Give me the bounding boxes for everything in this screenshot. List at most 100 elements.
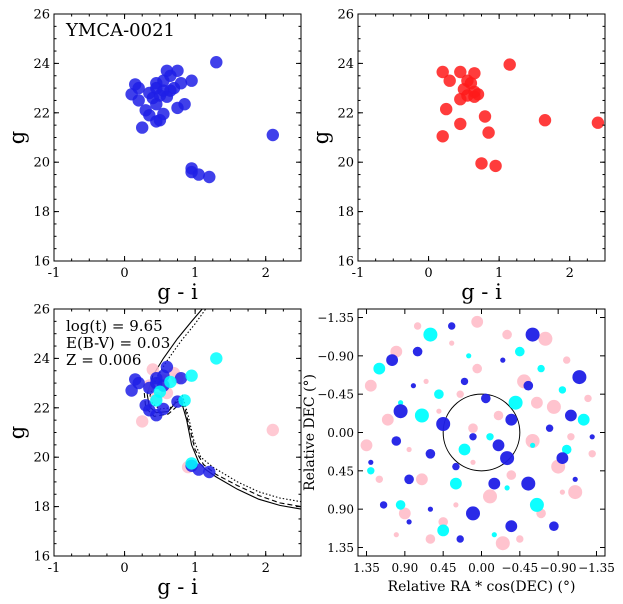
y-axis-label: Relative DEC (°) (302, 374, 318, 491)
panel-sky-map: 1.35 0.90 0.45 0.00 −0.45 −0.90 −1.351.350.900… (302, 308, 615, 595)
annotation-text: log(t) = 9.65 (66, 317, 163, 335)
x-tick-label: -1 (48, 266, 61, 281)
point-cyan-stars-21 (504, 485, 510, 491)
y-tick-label: 20 (33, 451, 50, 466)
point-cyan-stars-19 (537, 364, 545, 373)
y-tick-label: 24 (33, 352, 50, 367)
point-pink-stars-9 (416, 473, 428, 486)
point-cyan-stars-2 (395, 500, 406, 510)
point-cyan-stars-17 (515, 346, 525, 357)
plot-area (360, 315, 596, 551)
y-tick-label: 0.00 (327, 426, 354, 440)
x-tick-label: 0.00 (468, 561, 495, 575)
point-pink-stars-24 (364, 379, 377, 392)
point-pink-stars-0 (393, 532, 399, 538)
y-tick-label: 18 (337, 205, 354, 220)
point-blue-stars-14 (500, 451, 515, 466)
point-pink-stars-30 (449, 340, 455, 346)
point-cyan-stars-1 (491, 532, 497, 538)
point-blue-stars-30 (448, 322, 456, 330)
point-cluster-stars-0 (203, 170, 216, 184)
point-pink-stars-10 (470, 459, 476, 465)
point-field-stars-19 (454, 65, 467, 79)
y-tick-label: 1.35 (327, 541, 354, 555)
point-pink-stars-32 (538, 331, 553, 346)
y-tick-label: 26 (33, 303, 50, 318)
annotation-text: Z = 0.006 (66, 351, 141, 369)
point-cluster-stars-33 (210, 56, 223, 69)
point-cyan-stars-9 (486, 433, 494, 441)
point-blue-stars-1 (505, 520, 518, 533)
x-tick-label: 2 (262, 266, 270, 281)
point-pink-stars-5 (453, 502, 459, 508)
point-blue-stars-25 (460, 377, 469, 386)
point-blue-stars-0 (203, 465, 216, 479)
annotation-text: YMCA-0021 (65, 20, 175, 41)
point-blue-stars-31 (565, 409, 577, 422)
point-pink-stars-34 (471, 315, 484, 328)
point-blue-stars-7 (572, 476, 578, 482)
point-blue-stars-9 (521, 476, 536, 491)
point-blue-stars-15 (469, 433, 477, 441)
y-tick-label: 0.90 (327, 503, 354, 517)
x-tick-label: 1 (191, 266, 199, 281)
point-pink-stars-13 (588, 450, 596, 458)
y-tick-label: 24 (337, 57, 354, 72)
point-blue-stars-29 (525, 327, 540, 342)
x-tick-label: −1.35 (578, 561, 615, 575)
y-tick-label: −1.35 (317, 311, 354, 325)
point-pink-stars-23 (584, 394, 592, 403)
point-blue-stars-2 (406, 519, 412, 525)
point-blue-stars-26 (386, 354, 398, 366)
x-tick-label: 2 (566, 266, 574, 281)
point-field-stars-3 (482, 126, 495, 139)
point-blue-stars-11 (556, 452, 569, 464)
point-cyan-stars-16 (466, 353, 472, 359)
point-blue-stars-13 (425, 449, 436, 459)
point-cyan-stars-7 (561, 444, 572, 455)
y-axis-label: g (5, 426, 29, 439)
point-cyan-stars-2 (178, 394, 191, 407)
point-pink-stars-1 (425, 534, 436, 544)
y-axis-label: g (5, 131, 29, 144)
y-tick-label: 18 (33, 500, 50, 515)
axes-frame (357, 13, 606, 262)
plot-area (125, 56, 279, 184)
isochrone-dotted-3 (149, 394, 301, 503)
point-blue-stars-5 (157, 402, 170, 416)
point-cyan-stars-3 (529, 497, 544, 512)
y-tick-label: 20 (33, 156, 50, 171)
panel-cmd-isochrone: -1 0 1 2 16 18 20 22 24 26 g - i g log(t) = 9.65E(B-… (5, 303, 302, 599)
point-cyan-stars-0 (185, 457, 198, 470)
point-blue-stars-0 (456, 535, 464, 543)
point-cyan-stars-18 (423, 327, 438, 342)
point-pink-stars-26 (472, 363, 483, 374)
point-blue-stars-20 (545, 424, 554, 432)
point-pink-stars-4 (398, 507, 411, 520)
x-axis-label: g - i (157, 280, 198, 304)
isochrone-solid-0 (146, 394, 301, 510)
point-pink-stars-11 (506, 470, 517, 480)
point-blue-stars-12 (368, 459, 374, 465)
y-tick-label: 26 (33, 8, 50, 23)
point-pink-stars-0 (136, 415, 149, 428)
x-tick-label: -1 (48, 561, 61, 576)
point-field-stars-1 (489, 159, 502, 173)
point-cluster-stars-10 (139, 104, 152, 117)
point-blue-stars-8 (404, 474, 414, 485)
x-tick-label: 0 (120, 266, 128, 281)
point-cyan-stars-13 (508, 395, 523, 410)
y-tick-label: 0.45 (327, 464, 354, 478)
y-tick-label: −0.90 (317, 349, 354, 363)
point-cyan-stars-11 (398, 400, 404, 406)
point-blue-stars-15 (174, 372, 188, 385)
point-cluster-stars-31 (160, 64, 174, 78)
point-pink-stars-36 (438, 517, 449, 527)
plot-area (125, 309, 301, 510)
point-pink-stars-16 (468, 423, 478, 434)
point-pink-stars-17 (525, 434, 540, 448)
point-blue-stars-17 (160, 360, 174, 374)
point-field-stars-21 (503, 58, 516, 71)
point-cyan-stars-10 (577, 413, 590, 426)
